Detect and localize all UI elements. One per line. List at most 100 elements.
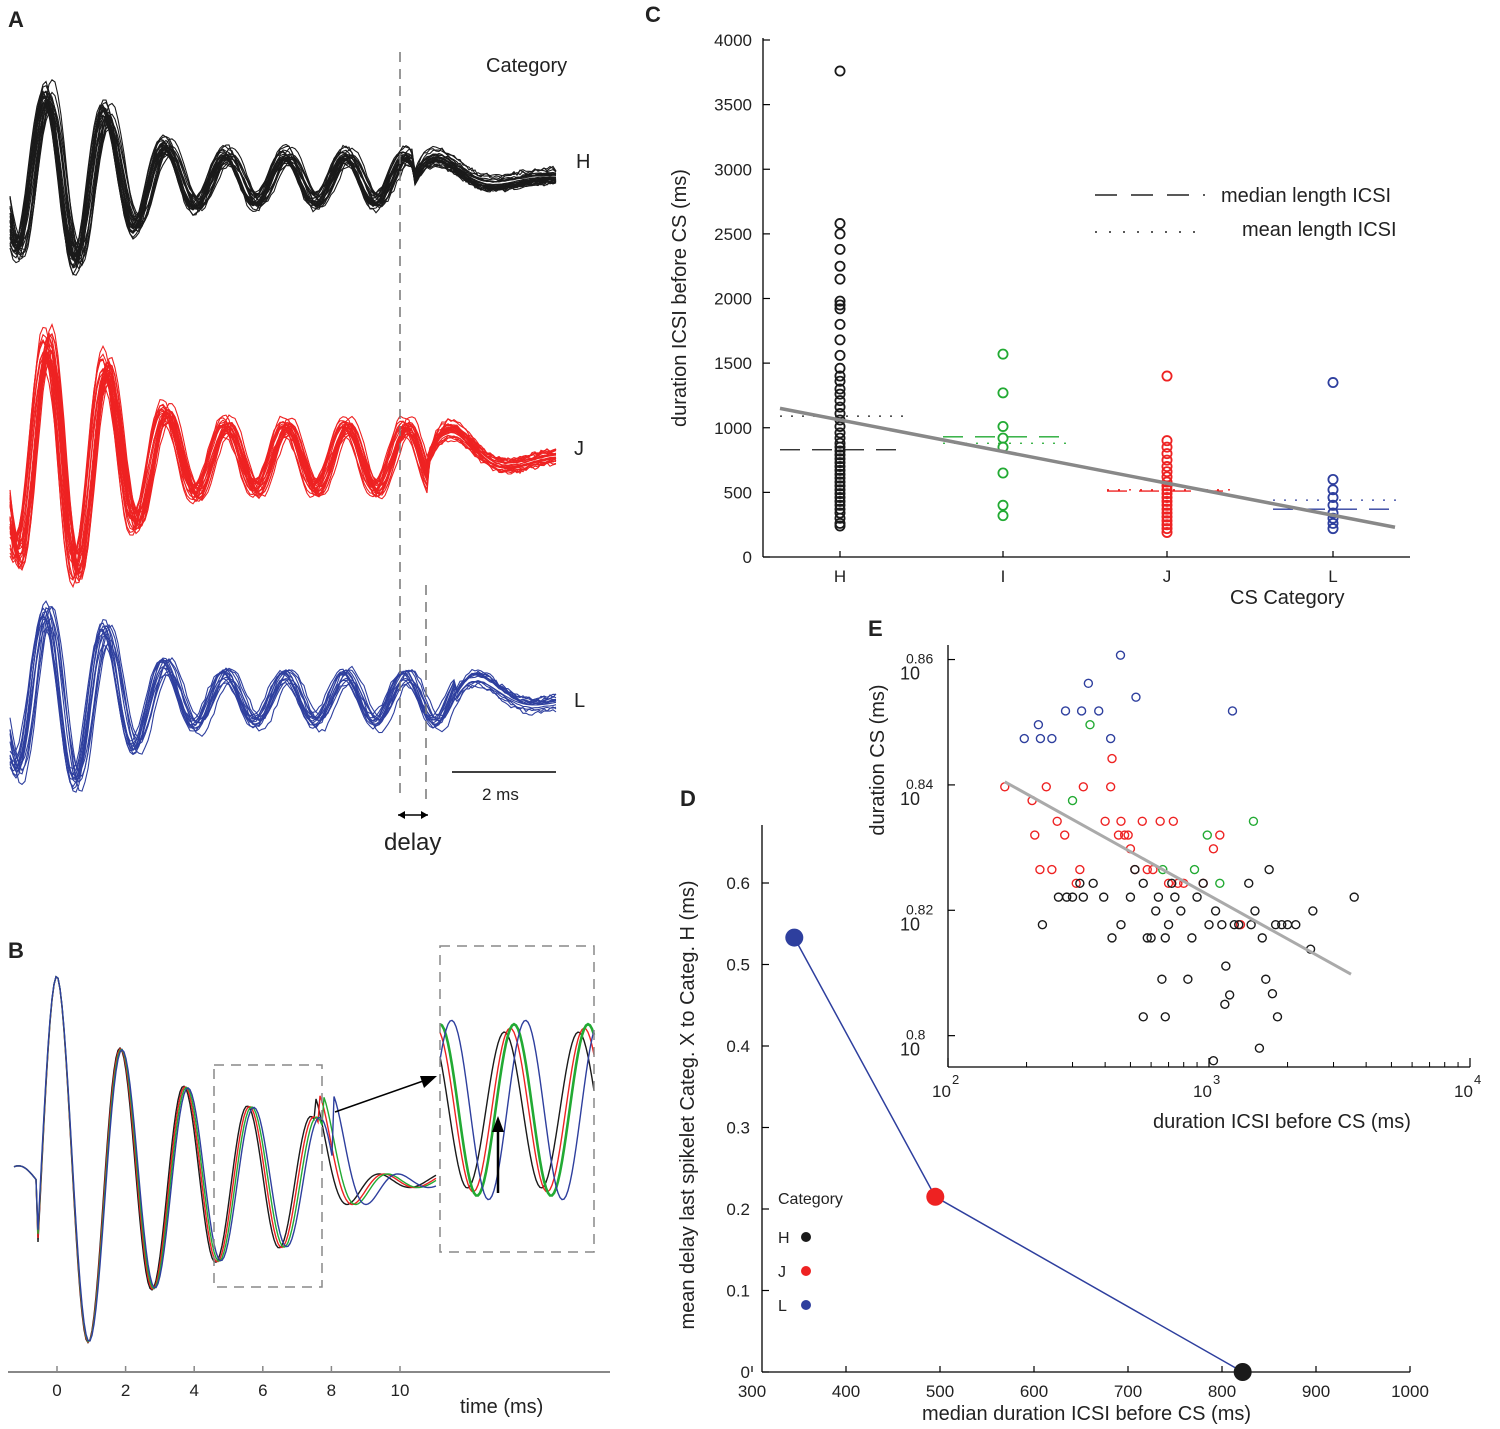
panel-a-row-label-h: H — [576, 151, 590, 173]
panel-a-trace-h — [9, 90, 557, 261]
panel-c-point-h — [834, 472, 846, 484]
panel-c-point-i — [997, 467, 1009, 479]
panel-e-point-h — [1187, 933, 1197, 943]
panel-e-ytick-base: 10 — [900, 664, 920, 684]
panel-a-trace-j — [9, 326, 557, 581]
panel-e-point-j — [1105, 782, 1116, 792]
panel-e-point-l — [1060, 706, 1071, 716]
panel-a-trace-j — [9, 349, 557, 556]
panel-c-point-j — [1161, 370, 1173, 382]
panel-e-point-i — [1085, 720, 1095, 730]
panel-c-point-h — [834, 464, 846, 476]
panel-c-point-j — [1161, 511, 1173, 523]
panel-e-xtick-exp: 3 — [1213, 1072, 1220, 1087]
panel-e-point-h — [1192, 892, 1202, 902]
panel-c-xtick-label: I — [1001, 567, 1006, 586]
panel-d-xtick-label: 300 — [738, 1382, 766, 1401]
panel-b-label: B — [8, 938, 24, 963]
panel-b-tick-label: 0 — [52, 1381, 61, 1400]
panel-c-point-h — [834, 370, 846, 382]
panel-a-row-label-j: J — [574, 438, 584, 460]
panel-c-point-h — [834, 408, 846, 420]
panel-e-point-h — [1270, 920, 1281, 930]
panel-e-point-i — [1248, 816, 1259, 826]
panel-b-zoom-arrow — [334, 1079, 427, 1113]
panel-e-point-h — [1282, 920, 1293, 930]
panel-e-point-j — [1041, 782, 1051, 792]
panel-a-trace-l — [9, 626, 557, 772]
panel-b-traces — [13, 975, 596, 1344]
panel-c-point-j — [1161, 523, 1173, 535]
panel-c-point-l — [1327, 523, 1339, 535]
panel-c-point-j — [1161, 492, 1173, 504]
panel-e-label: E — [868, 616, 883, 641]
panel-e-point-l — [1019, 733, 1029, 744]
panel-e-point-j — [1142, 864, 1152, 875]
panel-c-point-i — [997, 432, 1009, 444]
panel-c-point-j — [1161, 454, 1173, 466]
panel-c-point-h — [834, 484, 846, 496]
panel-e-point-l — [1131, 692, 1141, 702]
panel-d-xtick-label: 800 — [1208, 1382, 1236, 1401]
panel-b-tick-label: 8 — [327, 1381, 336, 1400]
panel-e-point-h — [1224, 990, 1235, 1000]
panel-e-ytick-exp: 0.86 — [906, 651, 933, 667]
panel-a-delay-arrowhead-right — [421, 811, 428, 819]
panel-e-point-j — [1168, 816, 1179, 826]
panel-c-point-h — [834, 461, 846, 473]
panel-b-tick-label: 4 — [189, 1381, 198, 1400]
panel-e-point-i — [1158, 864, 1168, 875]
panel-d-legend-dot-j — [801, 1266, 811, 1276]
panel-e-point-h — [1234, 920, 1244, 930]
panel-a-scale-bar-label: 2 ms — [482, 785, 519, 804]
panel-c-point-h — [834, 299, 846, 311]
panel-d-xlabel: median duration ICSI before CS (ms) — [922, 1403, 1251, 1425]
panel-e-point-h — [1075, 878, 1085, 889]
panel-c-point-h — [834, 243, 846, 255]
panel-c-point-h — [834, 457, 846, 469]
panel-e-point-j — [1075, 864, 1085, 875]
panel-e-point-h — [1163, 920, 1174, 930]
panel-b-inset-trace-3 — [439, 1019, 595, 1201]
panel-e-point-h — [1257, 933, 1267, 943]
panel-b: B 0 2 4 6 8 10 time (ms) — [8, 938, 610, 1418]
panel-a-trace-j — [9, 350, 557, 575]
panel-c-point-h — [834, 512, 846, 524]
panel-e-point-h — [1217, 920, 1227, 930]
panel-a-trace-j — [9, 349, 557, 567]
panel-e-point-h — [1157, 974, 1167, 984]
panel-e-point-j — [1137, 816, 1147, 826]
panel-c-point-h — [834, 420, 846, 432]
panel-c-point-h — [834, 499, 846, 511]
panel-e-point-j — [1123, 830, 1133, 840]
panel-d-line — [793, 937, 1244, 1373]
panel-e-point-j — [1047, 864, 1057, 875]
panel-d-xtick-label: 1000 — [1391, 1382, 1429, 1401]
panel-c-point-l — [1327, 517, 1339, 529]
panel-c-point-h — [834, 495, 846, 507]
panel-a-trace-h — [9, 97, 556, 266]
panel-c-point-h — [834, 453, 846, 465]
panel-d-xtick-label: 500 — [926, 1382, 954, 1401]
panel-e-ytick-exp: 0.84 — [906, 776, 933, 792]
panel-b-tick-label: 2 — [121, 1381, 130, 1400]
panel-e-point-h — [1099, 892, 1109, 902]
panel-e-point-j — [1052, 816, 1062, 826]
panel-e-point-h — [1170, 892, 1180, 902]
panel-a-trace-j — [9, 345, 557, 571]
panel-b-tick-label: 10 — [391, 1381, 410, 1400]
panel-c-ytick-label: 3500 — [714, 96, 752, 115]
panel-c-point-l — [1327, 492, 1339, 504]
panel-c-point-j — [1161, 503, 1173, 515]
panel-c-point-l — [1327, 499, 1339, 511]
panel-c-point-j — [1161, 441, 1173, 453]
panel-c-legend-mean-label: mean length ICSI — [1242, 219, 1397, 241]
panel-e-point-h — [1053, 892, 1064, 902]
panel-c: C 0 500 1000 1500 2000 2500 3000 3500 4000 H I J L d… — [645, 2, 1410, 609]
panel-e-ytick-exp: 0.82 — [906, 901, 933, 917]
panel-e-point-l — [1047, 733, 1057, 744]
panel-a-trace-j — [9, 368, 557, 560]
panel-d-xtick-label: 900 — [1302, 1382, 1330, 1401]
